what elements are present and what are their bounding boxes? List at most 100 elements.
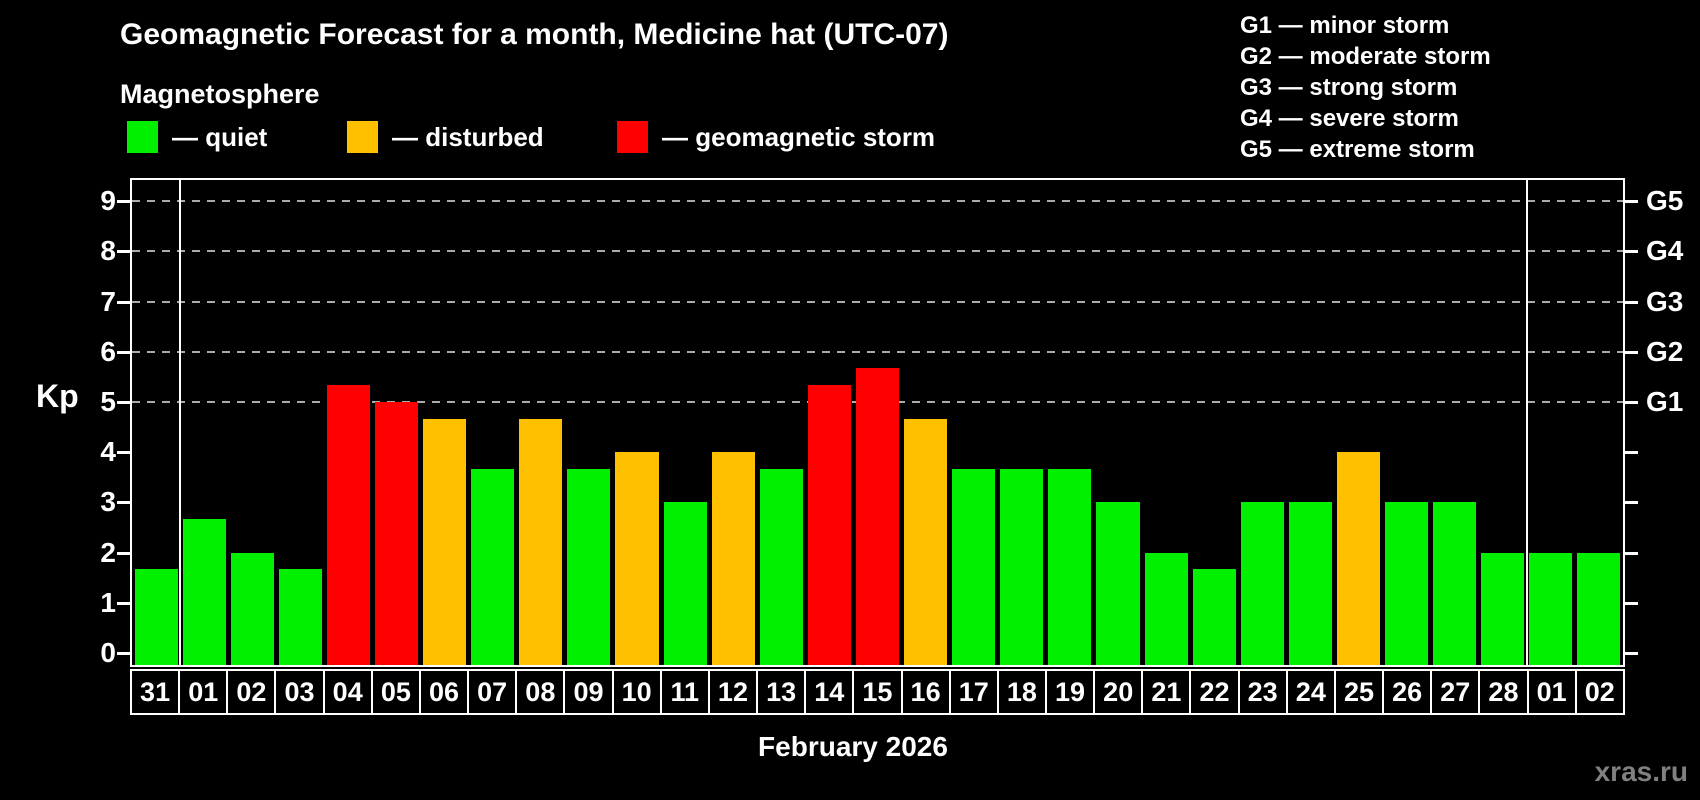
kp-bar-day-11 (663, 502, 707, 665)
disturbed-color-swatch (347, 121, 378, 153)
y-tick-label-2: 2 (100, 536, 116, 568)
kp-bar-day-02 (230, 552, 274, 665)
gridline-kp7 (132, 300, 1623, 303)
y-tick-left-1 (117, 601, 130, 605)
day-label-9-09: 09 (563, 671, 612, 713)
day-label-14-14: 14 (804, 671, 853, 713)
y-tick-label-7: 7 (100, 285, 116, 317)
kp-bar-day-12 (711, 452, 755, 665)
month-separator (1525, 180, 1528, 665)
y-tick-right-3 (1625, 501, 1638, 505)
kp-bar-day-04 (326, 385, 370, 665)
y-tick-right-7 (1625, 300, 1638, 304)
kp-bar-day-15 (855, 368, 900, 665)
right-axis-label-g5: G5 (1646, 185, 1684, 217)
y-axis-title-kp: Kp (36, 378, 79, 414)
kp-bar-day-21 (1144, 552, 1188, 665)
y-tick-label-1: 1 (100, 586, 116, 618)
x-axis-day-labels: 31 01 02 03 04 05 06 07 08 09 10 11 12 13 14 15 16 17 18 19… (130, 669, 1625, 715)
legend-label-disturbed: — disturbed (392, 122, 544, 152)
storm-color-swatch (617, 121, 648, 153)
kp-bar-day-28 (1481, 552, 1525, 665)
y-tick-left-7 (117, 300, 130, 304)
kp-bar-day-22 (1192, 569, 1236, 665)
y-tick-left-9 (117, 200, 130, 204)
y-tick-left-8 (117, 250, 130, 254)
day-label-27-27: 27 (1430, 671, 1479, 713)
y-tick-label-4: 4 (100, 436, 116, 468)
kp-bar-day-06 (423, 418, 467, 665)
day-label-6-06: 06 (418, 671, 468, 713)
y-tick-label-8: 8 (100, 235, 116, 267)
day-label-3-03: 03 (274, 671, 323, 713)
kp-bar-day-31 (134, 569, 178, 665)
day-label-26-26: 26 (1382, 671, 1431, 713)
x-axis-month-title: February 2026 (758, 731, 948, 762)
plot-area (130, 178, 1625, 667)
gridline-kp9 (132, 200, 1623, 203)
y-tick-left-2 (117, 551, 130, 555)
g4-legend-line: G4 — severe storm (1240, 105, 1459, 132)
legend-label-storm: — geomagnetic storm (662, 122, 936, 152)
kp-bar-day-24 (1288, 502, 1332, 665)
kp-bar-day-01 (182, 518, 226, 665)
y-tick-right-4 (1625, 451, 1638, 455)
day-label-1-01: 01 (178, 671, 227, 713)
right-axis-label-g4: G4 (1646, 235, 1684, 267)
day-label-22-22: 22 (1189, 671, 1238, 713)
day-label-4-04: 04 (322, 671, 371, 713)
kp-bar-day-14 (807, 385, 851, 665)
day-label-15-15: 15 (852, 671, 901, 713)
kp-bar-day-09 (567, 468, 611, 665)
kp-bar-day-10 (615, 452, 659, 665)
day-label-25-25: 25 (1333, 671, 1383, 713)
kp-bar-day-19 (1048, 468, 1092, 665)
chart-subtitle: Magnetosphere (120, 79, 320, 109)
g1-legend-line: G1 — minor storm (1240, 12, 1450, 39)
y-tick-label-0: 0 (100, 637, 116, 668)
day-label-8-08: 08 (515, 671, 564, 713)
kp-bar-day-20 (1096, 502, 1140, 665)
right-axis-label-g1: G1 (1646, 386, 1684, 417)
y-tick-right-1 (1625, 601, 1638, 605)
month-separator (179, 180, 182, 665)
kp-bar-day-27 (1433, 502, 1477, 665)
day-label-0-31: 31 (132, 671, 179, 713)
kp-bar-day-25 (1336, 452, 1380, 665)
quiet-color-swatch (127, 121, 158, 153)
y-tick-left-4 (117, 451, 130, 455)
day-label-28-28: 28 (1478, 671, 1527, 713)
y-tick-label-3: 3 (100, 486, 116, 518)
y-tick-right-8 (1625, 250, 1638, 254)
y-tick-right-5 (1625, 401, 1638, 404)
kp-bar-day-13 (759, 468, 803, 665)
g2-legend-line: G2 — moderate storm (1240, 43, 1491, 70)
y-tick-right-0 (1625, 652, 1638, 655)
day-label-12-12: 12 (707, 671, 757, 713)
y-tick-label-5: 5 (100, 386, 116, 417)
gridline-kp6 (132, 350, 1623, 353)
g5-legend-line: G5 — extreme storm (1240, 136, 1475, 163)
legend-label-quiet: — quiet (172, 122, 268, 152)
kp-bar-day-17 (952, 468, 996, 665)
right-axis-label-g3: G3 (1646, 285, 1684, 317)
kp-bar-day-01 (1529, 552, 1573, 665)
kp-bar-day-26 (1385, 502, 1429, 665)
day-label-16-16: 16 (900, 671, 949, 713)
day-label-7-07: 07 (467, 671, 516, 713)
day-label-18-18: 18 (996, 671, 1045, 713)
day-label-24-24: 24 (1285, 671, 1334, 713)
day-label-30-02: 02 (1574, 671, 1623, 713)
chart-title: Geomagnetic Forecast for a month, Medici… (120, 18, 949, 51)
day-label-20-20: 20 (1093, 671, 1142, 713)
kp-bar-day-03 (278, 569, 322, 665)
day-label-29-01: 01 (1526, 671, 1575, 713)
y-tick-left-3 (117, 501, 130, 505)
day-label-21-21: 21 (1141, 671, 1190, 713)
right-axis-label-g2: G2 (1646, 335, 1684, 367)
kp-bar-day-16 (904, 418, 948, 665)
y-tick-label-6: 6 (100, 335, 116, 367)
day-label-2-02: 02 (226, 671, 275, 713)
storm-scale-legend: G1 — minor storm G2 — moderate storm G3 … (1240, 10, 1491, 165)
